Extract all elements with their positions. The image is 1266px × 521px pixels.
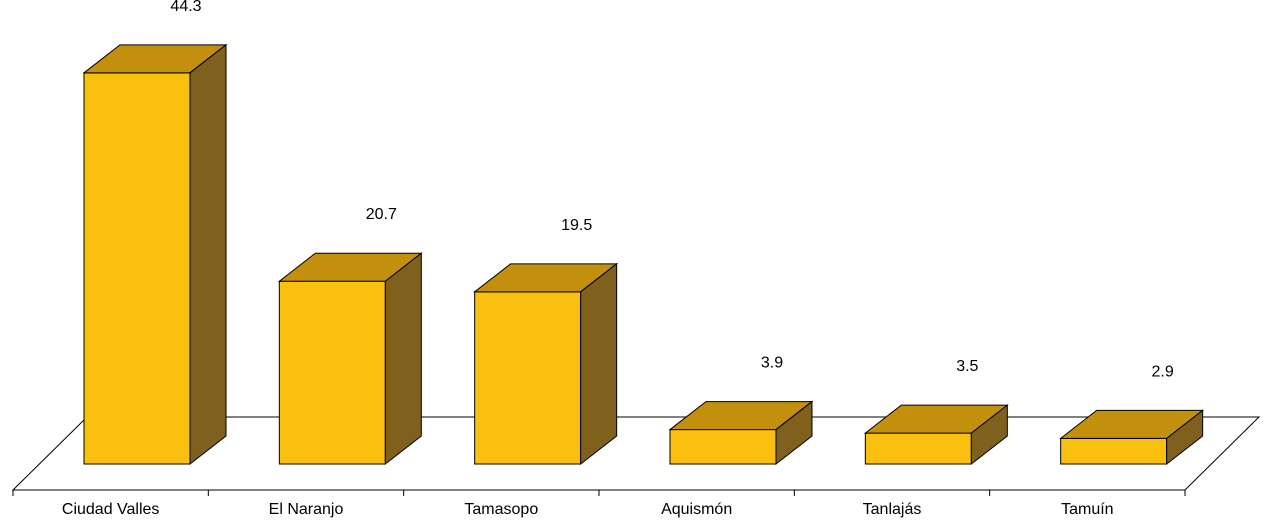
bar-front-face [83, 72, 191, 465]
category-label: Aquismón [661, 501, 732, 518]
category-label: Tamasopo [464, 501, 538, 518]
bar-front-face [474, 291, 582, 465]
bar-front-face [278, 280, 386, 465]
x-axis [12, 489, 1186, 496]
data-label: 19.5 [561, 217, 592, 234]
category-label: Tamuín [1061, 501, 1113, 518]
bars [82, 43, 1205, 466]
bar-side-face [1166, 409, 1204, 466]
bar [277, 252, 423, 466]
bar-side-face [970, 404, 1008, 466]
bar-front-face [864, 432, 972, 465]
category-label: El Naranjo [269, 501, 344, 518]
data-label: 20.7 [366, 206, 397, 223]
category-label: Tanlajás [863, 501, 922, 518]
bar-side-face [189, 43, 227, 466]
bar-side-face [775, 400, 813, 466]
data-label: 44.3 [170, 0, 201, 15]
bar-front-face [669, 429, 777, 465]
category-label: Ciudad Valles [62, 501, 160, 518]
category-labels: Ciudad Valles El Naranjo Tamasopo Aquismón T… [62, 501, 1114, 518]
bar [1059, 409, 1205, 466]
bar [473, 262, 619, 466]
bar [668, 400, 814, 466]
data-label: 3.9 [761, 355, 783, 372]
data-labels: 44.3 20.7 19.5 3.9 3.5 2.9 [170, 0, 1173, 380]
bar [863, 404, 1009, 466]
bar-front-face [1060, 437, 1168, 465]
bar-side-face [384, 252, 422, 466]
data-label: 3.5 [956, 358, 978, 375]
bar-side-face [580, 262, 618, 466]
data-label: 2.9 [1152, 363, 1174, 380]
bar [82, 43, 228, 466]
